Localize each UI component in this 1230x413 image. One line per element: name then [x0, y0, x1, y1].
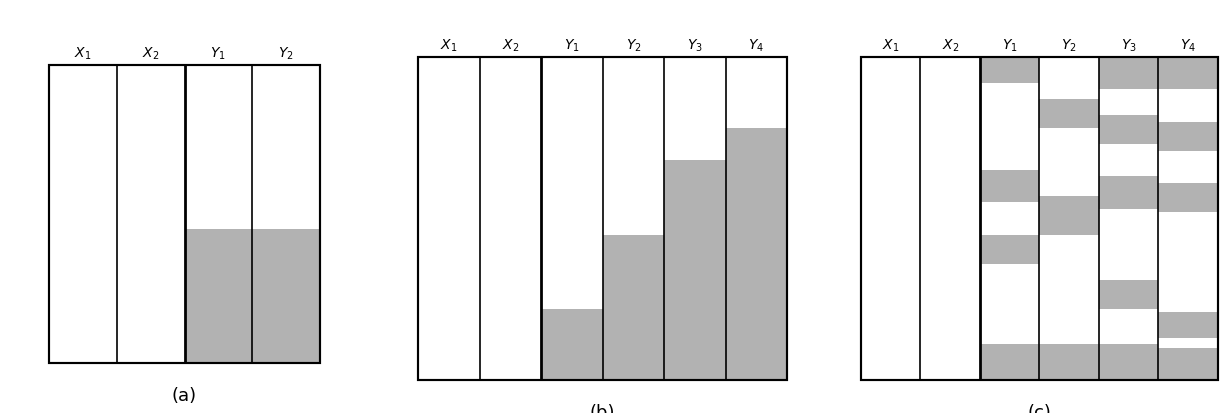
Bar: [1098, 280, 1159, 309]
Bar: [1159, 58, 1218, 90]
Text: $X_1$: $X_1$: [882, 37, 899, 54]
Text: $Y_2$: $Y_2$: [278, 45, 294, 62]
Bar: [980, 235, 1039, 264]
Bar: [980, 344, 1039, 380]
Text: $Y_2$: $Y_2$: [626, 37, 641, 54]
Bar: [1159, 312, 1218, 338]
Bar: [184, 230, 252, 363]
Bar: [252, 230, 320, 363]
Bar: [980, 171, 1039, 203]
Bar: [1098, 116, 1159, 145]
Text: $X_1$: $X_1$: [440, 37, 458, 54]
Bar: [49, 66, 320, 363]
Bar: [418, 58, 787, 380]
Bar: [861, 58, 1218, 380]
Bar: [1159, 183, 1218, 212]
Bar: [1039, 100, 1098, 129]
Bar: [664, 161, 726, 380]
Text: (c): (c): [1027, 403, 1052, 413]
Text: $Y_3$: $Y_3$: [688, 37, 702, 54]
Text: $X_2$: $X_2$: [502, 37, 519, 54]
Text: (a): (a): [172, 386, 197, 404]
Bar: [726, 129, 787, 380]
Text: $Y_4$: $Y_4$: [748, 37, 765, 54]
Bar: [1039, 196, 1098, 235]
Bar: [1159, 122, 1218, 151]
Text: $Y_1$: $Y_1$: [565, 37, 579, 54]
Text: $X_2$: $X_2$: [141, 45, 160, 62]
Text: $Y_1$: $Y_1$: [1001, 37, 1017, 54]
Bar: [603, 235, 664, 380]
Text: $X_1$: $X_1$: [74, 45, 92, 62]
Bar: [418, 58, 787, 380]
Bar: [49, 66, 320, 363]
Text: (b): (b): [590, 403, 615, 413]
Text: $Y_3$: $Y_3$: [1121, 37, 1137, 54]
Text: $Y_4$: $Y_4$: [1180, 37, 1196, 54]
Bar: [541, 309, 603, 380]
Text: $Y_2$: $Y_2$: [1061, 37, 1077, 54]
Bar: [1098, 344, 1159, 380]
Bar: [1039, 344, 1098, 380]
Text: $X_2$: $X_2$: [941, 37, 959, 54]
Bar: [1098, 177, 1159, 209]
Bar: [1159, 348, 1218, 380]
Text: $Y_1$: $Y_1$: [210, 45, 226, 62]
Bar: [980, 58, 1039, 83]
Bar: [861, 58, 1218, 380]
Bar: [1098, 58, 1159, 90]
